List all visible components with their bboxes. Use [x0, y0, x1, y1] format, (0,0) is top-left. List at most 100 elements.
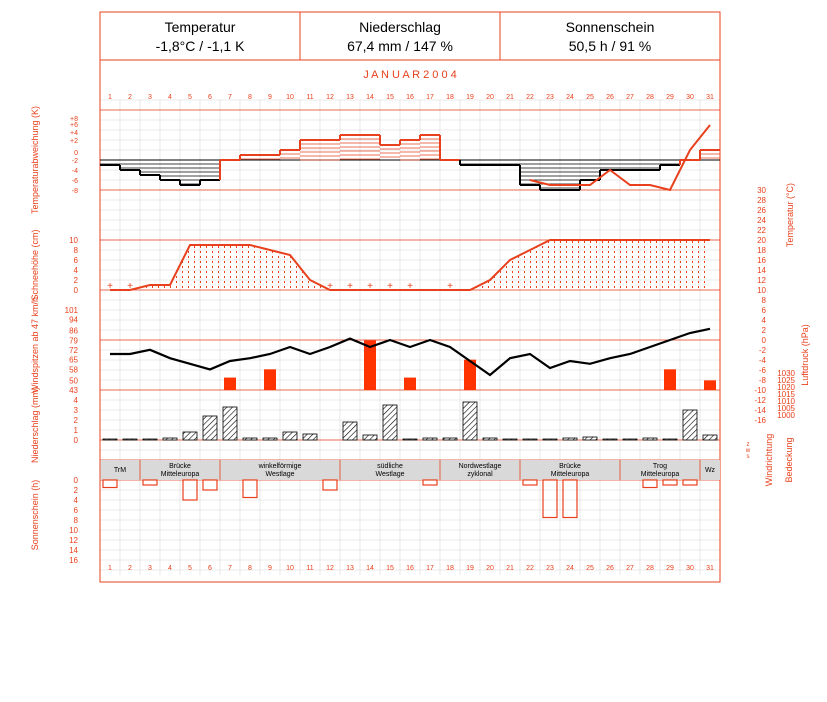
day-label-top: 3 [148, 94, 152, 101]
anomaly-tick: +8 [70, 116, 78, 123]
temperature-tick: 30 [757, 186, 766, 195]
precip-bar [282, 431, 298, 441]
temperature-tick: 20 [757, 236, 766, 245]
day-label-top: 31 [706, 94, 714, 101]
day-label-top: 19 [466, 94, 474, 101]
wind-axis-title: Windspitzen ab 47 km/h [30, 297, 40, 393]
precip-bar [402, 438, 418, 441]
sunshine-tick: 8 [74, 516, 79, 525]
sunshine-title: Sonnenschein [565, 19, 655, 35]
precip-bar [462, 401, 478, 441]
pressure-tick: 1000 [777, 411, 795, 420]
temperature-axis-title: Temperatur (°C) [785, 183, 795, 247]
day-label-top: 11 [306, 94, 313, 101]
temperature-tick: -16 [754, 416, 766, 425]
precip-bar [102, 438, 118, 441]
temperature-tick: 8 [762, 296, 767, 305]
day-label-bottom: 7 [228, 565, 232, 572]
snow-flag: + [327, 281, 333, 292]
snow-flag: + [347, 281, 353, 292]
day-label-top: 15 [386, 94, 394, 101]
day-label-top: 20 [486, 94, 494, 101]
temperature-tick: 16 [757, 256, 766, 265]
anomaly-tick: +4 [70, 130, 78, 137]
sunshine-bar [242, 479, 258, 499]
snow-tick: 6 [74, 256, 79, 265]
precip-bar [122, 438, 138, 441]
sunshine-tick: 14 [69, 546, 78, 555]
wind-tick: 101 [65, 306, 79, 315]
sunshine-bar [142, 479, 158, 486]
sunshine-tick: 12 [69, 536, 78, 545]
day-label-top: 24 [566, 94, 574, 101]
temperature-tick: 22 [757, 226, 766, 235]
weather-type-label: Brücke [559, 463, 581, 470]
precip-axis-title: Niederschlag (mm) [30, 387, 40, 463]
weather-type-label: Brücke [169, 463, 191, 470]
snow-fill [110, 240, 710, 290]
temperature-tick: 4 [762, 316, 767, 325]
precip-tick: 4 [74, 396, 79, 405]
anomaly-tick: -4 [72, 168, 78, 175]
day-label-top: 2 [128, 94, 132, 101]
precip-bar [442, 437, 458, 441]
wind-tick: 94 [69, 316, 78, 325]
snow-line [110, 239, 710, 291]
wind-bar [664, 369, 676, 390]
day-label-bottom: 24 [566, 565, 574, 572]
precip-bar [502, 438, 518, 441]
day-label-top: 10 [286, 94, 294, 101]
weather-type-label: Nordwestlage [459, 463, 502, 470]
precip-tick: 1 [74, 426, 79, 435]
temperature-tick: 14 [757, 266, 766, 275]
day-label-top: 8 [248, 94, 252, 101]
snow-flag: + [367, 281, 373, 292]
day-label-bottom: 4 [168, 565, 172, 572]
temperature-line [529, 124, 711, 192]
snow-tick: 4 [74, 266, 79, 275]
sunshine-bar [562, 479, 578, 519]
day-label-top: 12 [326, 94, 334, 101]
sunshine-bar [642, 479, 658, 489]
day-label-bottom: 22 [526, 565, 534, 572]
snow-flag: + [407, 281, 413, 292]
day-label-top: 9 [268, 94, 272, 101]
sunshine-bar [102, 479, 118, 489]
temperature-tick: -12 [754, 396, 766, 405]
day-label-top: 16 [406, 94, 414, 101]
weather-type-label: Mitteleuropa [161, 471, 200, 478]
pressure-tick: 1005 [777, 404, 795, 413]
precip-bar [162, 437, 178, 441]
precip-bar [222, 406, 238, 441]
header-sunshine: Sonnenschein 50,5 h / 91 % [500, 12, 720, 58]
cloud-dir-tick: z [747, 442, 750, 448]
wind-tick: 58 [69, 365, 78, 374]
precip-bar [562, 437, 578, 441]
precip-bar [362, 434, 378, 441]
precip-title: Niederschlag [359, 19, 441, 35]
temperature-tick: 10 [757, 286, 766, 295]
precip-bar [242, 437, 258, 441]
sunshine-axis-title: Sonnenschein (h) [30, 480, 40, 551]
precip-bar [622, 438, 638, 441]
header-precipitation: Niederschlag 67,4 mm / 147 % [300, 12, 500, 58]
temperature-tick: 26 [757, 206, 766, 215]
temperature-tick: 12 [757, 276, 766, 285]
day-label-top: 25 [586, 94, 594, 101]
sunshine-value: 50,5 h / 91 % [568, 38, 652, 54]
anomaly-tick: -8 [72, 188, 78, 195]
sunshine-tick: 2 [74, 486, 79, 495]
temperature-value: -1,8°C / -1,1 K [155, 38, 245, 54]
day-label-top: 5 [188, 94, 192, 101]
pressure-tick: 1010 [777, 397, 795, 406]
precip-bar [482, 437, 498, 441]
temperature-tick: -2 [759, 346, 767, 355]
anomaly-tick: 0 [74, 150, 78, 157]
sunshine-bar [522, 479, 538, 486]
day-label-top: 22 [526, 94, 534, 101]
day-label-bottom: 16 [406, 565, 414, 572]
wind-tick: 50 [69, 376, 78, 385]
anomaly-tick: +2 [70, 138, 78, 145]
day-label-top: 6 [208, 94, 212, 101]
day-label-bottom: 20 [486, 565, 494, 572]
